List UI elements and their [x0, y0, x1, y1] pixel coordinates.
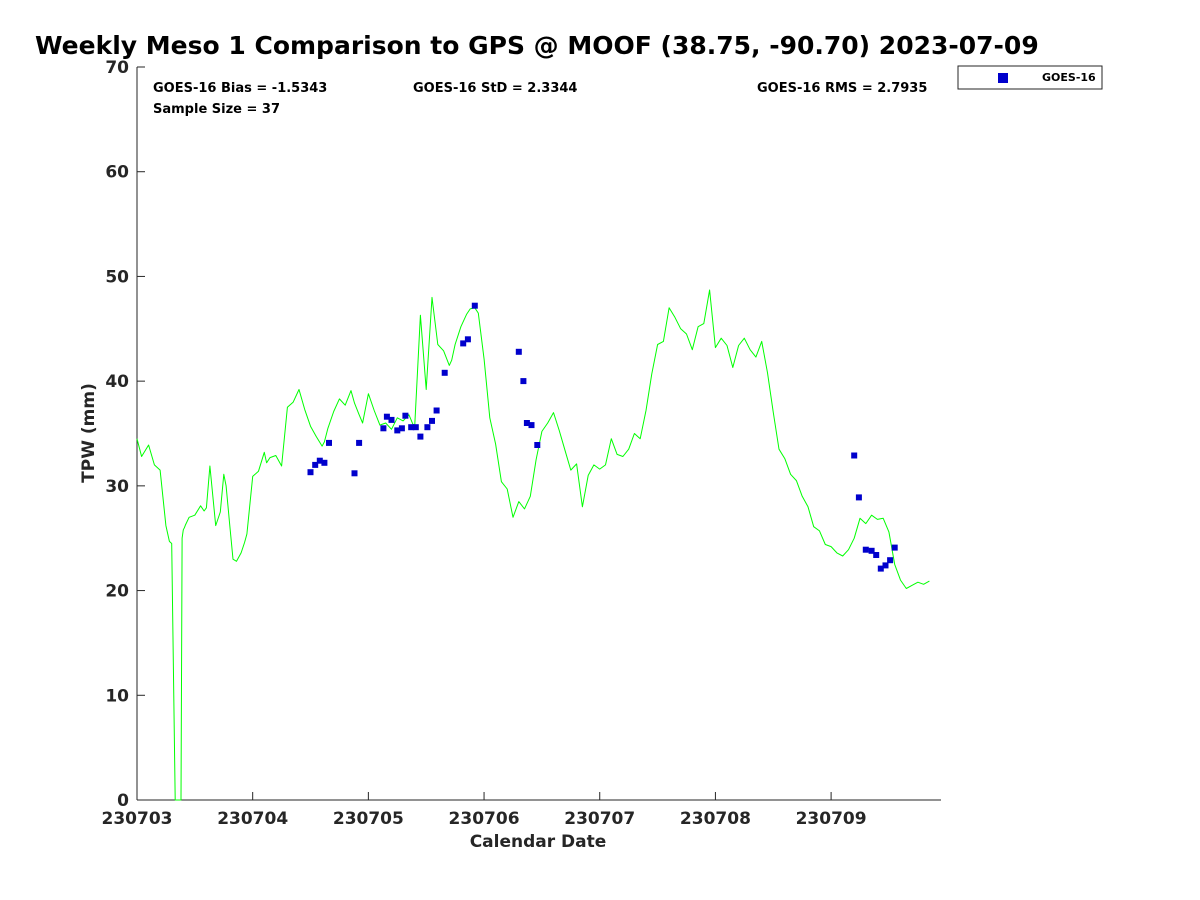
goes16-point [515, 348, 522, 355]
goes16-point [887, 557, 894, 564]
y-tick-label: 10 [105, 686, 129, 706]
y-axis-label: TPW (mm) [79, 383, 99, 483]
goes16-point [398, 425, 405, 432]
y-tick-label: 30 [105, 477, 129, 497]
goes16-point [307, 469, 314, 476]
goes16-point [351, 470, 358, 477]
gps-series [136, 289, 930, 801]
y-tick-label: 20 [105, 582, 129, 602]
goes16-point [523, 420, 530, 426]
goes16-point [433, 407, 440, 414]
bias-stat: GOES-16 Bias = -1.5343 [153, 81, 327, 96]
y-tick-label: 0 [117, 791, 129, 811]
y-axis: 0 10 20 30 40 50 60 70 [105, 58, 145, 811]
goes16-point [383, 413, 390, 420]
goes16-point [460, 340, 467, 347]
legend: GOES-16 [957, 65, 1103, 90]
goes16-point [868, 547, 875, 554]
goes16-point [855, 494, 862, 501]
x-tick-label: 230705 [333, 809, 404, 829]
goes16-point [851, 452, 858, 459]
legend-marker-goes16 [998, 73, 1008, 83]
goes16-point [520, 378, 527, 385]
goes16-point [408, 424, 415, 431]
goes16-point [891, 544, 898, 551]
y-tick-label: 50 [105, 267, 129, 287]
goes16-point [312, 461, 319, 468]
x-tick-label: 230709 [796, 809, 867, 829]
x-tick-label: 230707 [564, 809, 635, 829]
goes16-point [326, 439, 332, 446]
x-tick-label: 230708 [680, 809, 751, 829]
goes16-point [464, 336, 471, 343]
gps-line [136, 289, 930, 801]
goes16-point [402, 412, 409, 419]
goes16-point [380, 425, 387, 432]
sample-size-stat: Sample Size = 37 [153, 102, 280, 117]
plot-area: 0 10 20 30 40 50 60 70 230703 230704 230705 230706… [102, 58, 941, 829]
goes16-point [528, 422, 535, 429]
goes16-point [321, 459, 328, 466]
y-tick-label: 60 [105, 163, 129, 183]
goes16-point [412, 424, 419, 431]
goes16-point [394, 427, 401, 434]
y-tick-label: 40 [105, 372, 129, 392]
goes16-point [316, 457, 323, 464]
x-axis-label: Calendar Date [470, 832, 607, 852]
x-tick-label: 230706 [449, 809, 520, 829]
goes16-point [873, 552, 880, 558]
goes16-point [417, 433, 424, 440]
goes16-point [388, 416, 395, 423]
goes16-point [877, 565, 884, 572]
x-tick-label: 230704 [217, 809, 288, 829]
goes16-point [862, 546, 869, 553]
std-stat: GOES-16 StD = 2.3344 [413, 81, 577, 96]
goes16-point [356, 439, 363, 446]
legend-label-goes16: GOES-16 [1042, 71, 1096, 84]
goes16-point [471, 302, 478, 309]
chart-title: Weekly Meso 1 Comparison to GPS @ MOOF (… [35, 31, 1039, 60]
legend-box [957, 65, 1103, 90]
y-tick-label: 70 [105, 58, 129, 78]
x-axis: 230703 230704 230705 230706 230707 230708 2307… [102, 792, 941, 829]
goes16-point [534, 442, 541, 448]
x-tick-label: 230703 [102, 809, 173, 829]
goes16-point [429, 417, 435, 424]
goes16-point [882, 562, 889, 569]
goes16-point [424, 424, 431, 431]
goes16-series [307, 302, 898, 572]
goes16-point [441, 369, 448, 376]
rms-stat: GOES-16 RMS = 2.7935 [757, 81, 927, 96]
